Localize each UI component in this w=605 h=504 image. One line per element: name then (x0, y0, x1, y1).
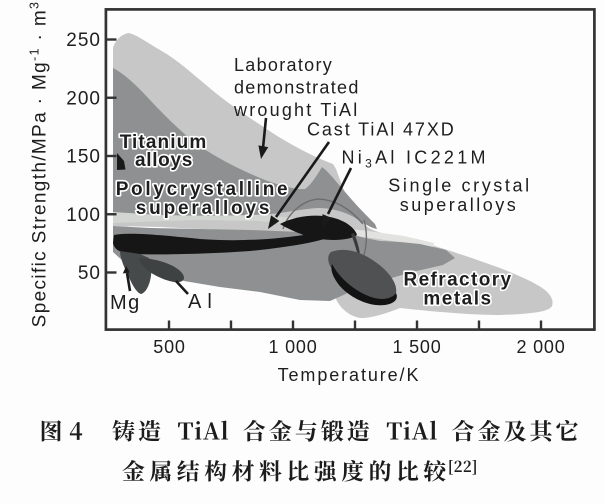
svg-text:Temperature/K: Temperature/K (278, 365, 421, 385)
svg-text:Ni3Al IC221M: Ni3Al IC221M (342, 148, 489, 171)
svg-text:150: 150 (66, 147, 101, 168)
svg-text:Titanium: Titanium (120, 132, 208, 153)
svg-text:alloys: alloys (135, 150, 193, 171)
svg-text:50: 50 (78, 263, 101, 284)
svg-text:Specific Strength/MPa · Mg-1 ·: Specific Strength/MPa · Mg-1 · m3 (28, 1, 51, 328)
svg-text:Laboratory: Laboratory (234, 55, 333, 75)
svg-text:2 000: 2 000 (516, 337, 565, 357)
svg-text:1 000: 1 000 (268, 337, 317, 357)
svg-text:superalloys: superalloys (400, 195, 519, 215)
svg-text:Refractory: Refractory (403, 270, 512, 291)
svg-text:1 500: 1 500 (392, 337, 441, 357)
svg-text:Cast TiAl 47XD: Cast TiAl 47XD (307, 120, 456, 140)
svg-text:Mg: Mg (110, 292, 141, 314)
svg-text:200: 200 (66, 88, 101, 109)
svg-text:500: 500 (153, 337, 185, 357)
svg-text:superalloys: superalloys (136, 198, 272, 219)
svg-text:Al: Al (188, 291, 218, 313)
svg-text:wrought TiAl: wrought TiAl (233, 100, 359, 120)
svg-text:demonstrated: demonstrated (234, 78, 360, 98)
svg-text:Single crystal: Single crystal (388, 176, 531, 196)
svg-text:metals: metals (423, 289, 492, 310)
svg-text:Polycrystalline: Polycrystalline (116, 179, 291, 200)
svg-text:100: 100 (66, 205, 101, 226)
svg-text:250: 250 (66, 30, 101, 51)
